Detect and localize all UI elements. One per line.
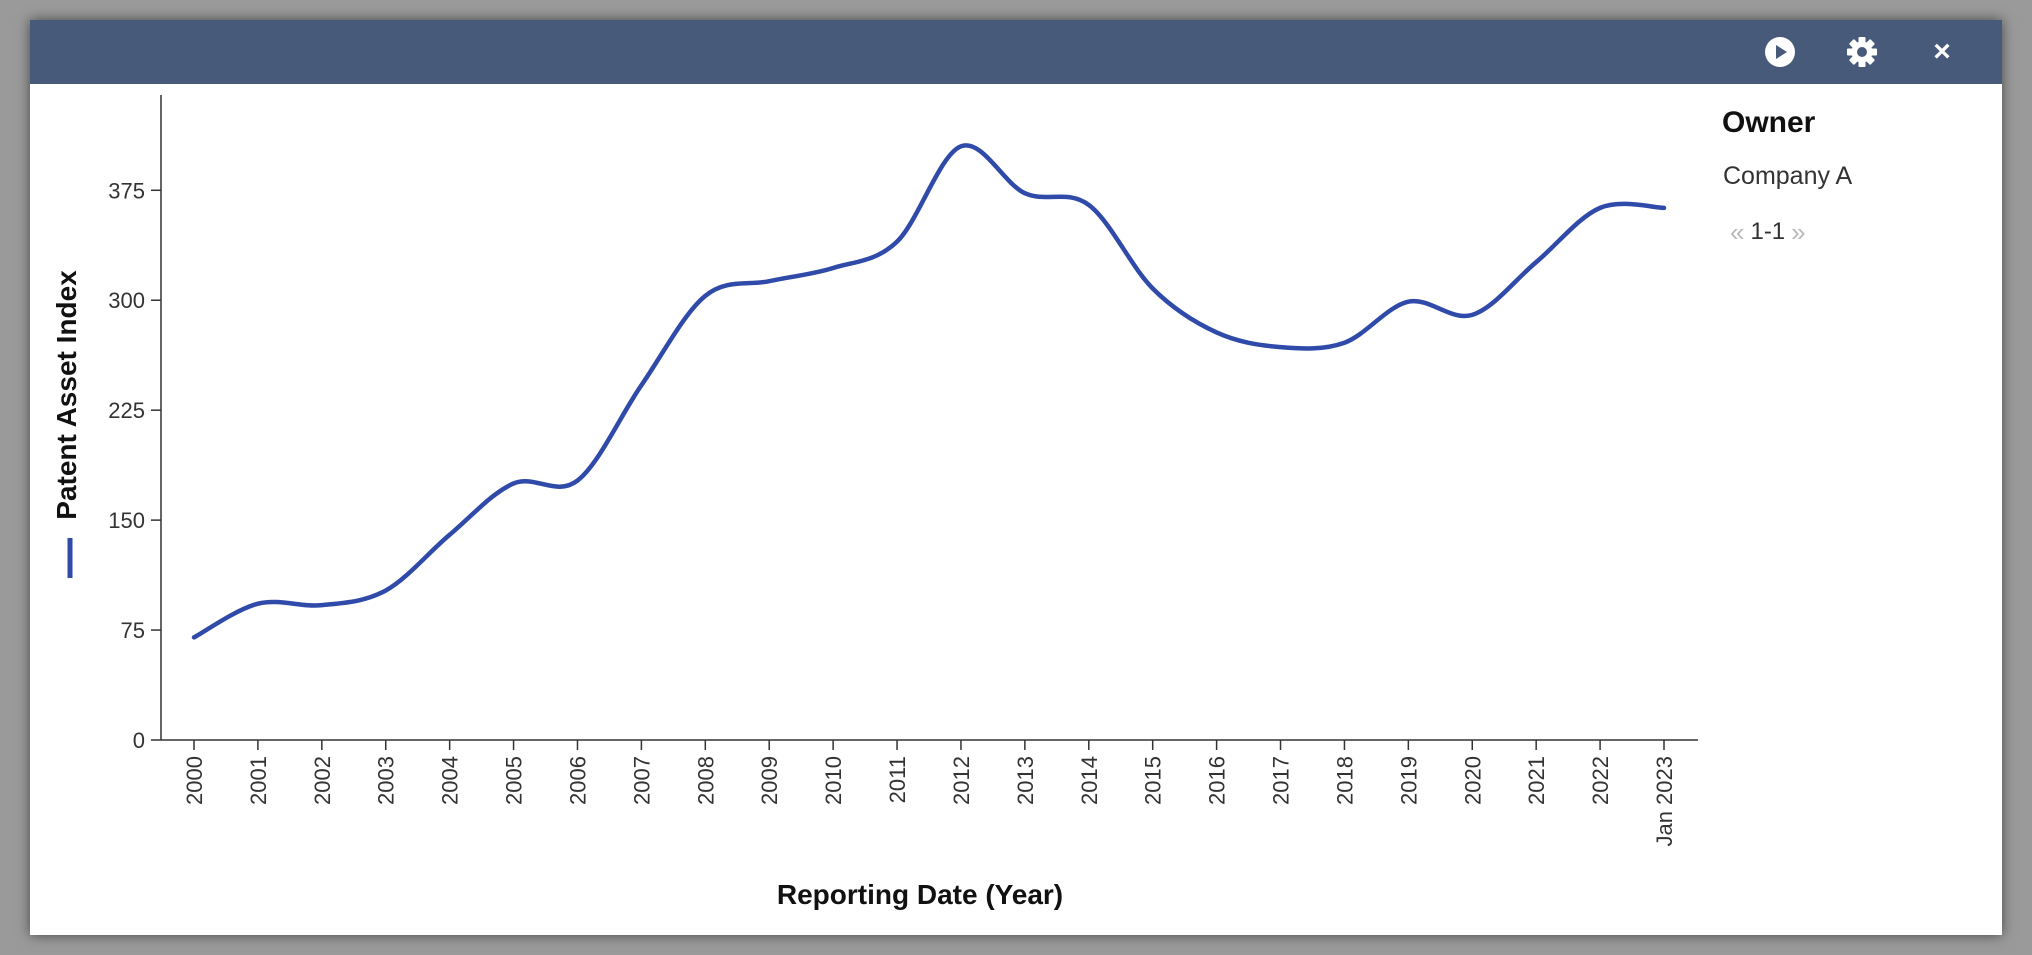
- x-tick-label: 2020: [1460, 756, 1485, 805]
- close-icon: ×: [1933, 35, 1951, 68]
- x-tick-label: 2002: [310, 756, 335, 805]
- x-tick-label: 2009: [757, 756, 782, 805]
- x-tick-label: 2019: [1396, 756, 1421, 805]
- x-tick-label: 2022: [1588, 756, 1613, 805]
- x-tick-label: 2006: [565, 756, 590, 805]
- x-tick-label: 2010: [821, 756, 846, 805]
- x-tick-label: 2000: [182, 756, 207, 805]
- x-tick-label: 2015: [1141, 756, 1166, 805]
- pager-label: 1-1: [1750, 218, 1786, 245]
- data-point[interactable]: [1150, 286, 1156, 292]
- data-point[interactable]: [766, 278, 772, 284]
- x-tick-label: 2005: [502, 756, 527, 805]
- data-point[interactable]: [894, 239, 900, 245]
- data-point[interactable]: [1405, 299, 1411, 305]
- data-point[interactable]: [1214, 329, 1220, 335]
- x-tick-label: 2008: [693, 756, 718, 805]
- chart-window: × 0 75 150 225 300 375 2000 2001 2002 2003 2004 20…: [30, 20, 2002, 935]
- series-line-company-a[interactable]: [191, 143, 1667, 640]
- data-point[interactable]: [1597, 205, 1603, 211]
- settings-button[interactable]: [1842, 32, 1882, 72]
- play-icon: [1765, 37, 1795, 67]
- x-tick-label: 2016: [1205, 756, 1230, 805]
- line-chart: 0 75 150 225 300 375 2000 2001 2002 2003 2004 2005…: [51, 95, 1698, 910]
- data-point[interactable]: [1661, 205, 1667, 211]
- close-button[interactable]: ×: [1922, 32, 1962, 72]
- x-tick-label: 2021: [1524, 756, 1549, 805]
- data-point[interactable]: [702, 293, 708, 299]
- x-tick-label: 2007: [629, 756, 654, 805]
- x-tick-label: 2001: [246, 756, 271, 805]
- data-point[interactable]: [574, 478, 580, 484]
- x-tick-label: 2013: [1013, 756, 1038, 805]
- legend-title: Owner: [1722, 106, 1816, 139]
- y-tick-label: 225: [108, 398, 145, 423]
- data-point[interactable]: [383, 587, 389, 593]
- x-tick-label: 2012: [949, 756, 974, 805]
- data-point[interactable]: [1469, 312, 1475, 318]
- play-button[interactable]: [1760, 32, 1800, 72]
- x-tick-label: 2018: [1332, 756, 1357, 805]
- pager-next-icon[interactable]: »: [1791, 216, 1806, 247]
- data-point[interactable]: [319, 602, 325, 608]
- data-point[interactable]: [1533, 259, 1539, 265]
- y-axis: 0 75 150 225 300 375: [108, 95, 162, 753]
- x-axis: 2000 2001 2002 2003 2004 2005 2006 2007 2008 2009…: [161, 739, 1698, 847]
- gear-icon: [1847, 37, 1877, 67]
- legend-pager: « 1-1 »: [1730, 215, 1806, 249]
- data-point[interactable]: [638, 382, 644, 388]
- data-point[interactable]: [255, 601, 261, 607]
- y-tick-label: 150: [108, 508, 145, 533]
- data-point[interactable]: [1341, 340, 1347, 346]
- x-tick-label: 2003: [374, 756, 399, 805]
- y-axis-title: Patent Asset Index: [51, 270, 82, 520]
- x-tick-label: Jan 2023: [1652, 756, 1677, 847]
- data-point[interactable]: [830, 265, 836, 271]
- x-tick-label: 2014: [1077, 756, 1102, 805]
- x-tick-label: 2004: [438, 756, 463, 805]
- pager-prev-icon[interactable]: «: [1730, 216, 1745, 247]
- legend-item-company-a[interactable]: Company A: [1723, 162, 1853, 190]
- data-point[interactable]: [958, 143, 964, 149]
- data-point[interactable]: [1086, 202, 1092, 208]
- y-tick-label: 75: [121, 618, 145, 643]
- title-bar: ×: [30, 20, 2002, 84]
- data-point[interactable]: [511, 480, 517, 486]
- x-tick-label: 2011: [885, 756, 910, 803]
- data-point[interactable]: [447, 532, 453, 538]
- data-point[interactable]: [191, 634, 197, 640]
- data-point[interactable]: [1278, 344, 1284, 350]
- y-tick-label: 300: [108, 288, 145, 313]
- data-point[interactable]: [1022, 190, 1028, 196]
- y-tick-label: 375: [108, 178, 145, 203]
- y-tick-label: 0: [133, 728, 145, 753]
- x-tick-label: 2017: [1269, 756, 1294, 805]
- series-layer: [191, 143, 1667, 640]
- x-axis-title: Reporting Date (Year): [777, 879, 1063, 910]
